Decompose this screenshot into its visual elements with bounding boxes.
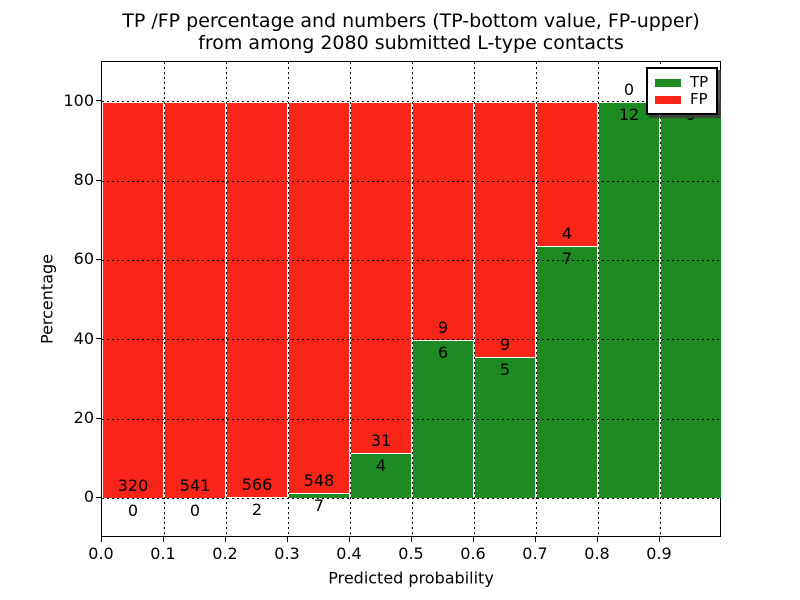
x-tick-mark bbox=[658, 537, 660, 542]
bar-segment-fp bbox=[102, 101, 164, 499]
fp-count-label: 320 bbox=[117, 476, 149, 496]
x-tick-mark bbox=[162, 537, 164, 542]
gridline-horizontal bbox=[102, 259, 720, 261]
y-tick-mark bbox=[96, 338, 101, 340]
x-tick-label: 0.7 bbox=[522, 544, 548, 563]
x-tick-mark bbox=[286, 537, 288, 542]
bar-segment-tp bbox=[474, 356, 536, 499]
gridline-vertical bbox=[473, 62, 475, 536]
tp-count-label: 2 bbox=[251, 499, 263, 519]
fp-count-label: 566 bbox=[241, 474, 273, 494]
gridline-vertical bbox=[659, 62, 661, 536]
x-tick-label: 0.6 bbox=[460, 544, 486, 563]
y-tick-label: 100 bbox=[63, 90, 94, 110]
bar-segment-fp bbox=[164, 101, 226, 499]
gridline-vertical bbox=[225, 62, 227, 536]
x-tick-label: 0.3 bbox=[274, 544, 300, 563]
bar-segment-fp bbox=[288, 101, 350, 494]
bar-segment-fp bbox=[226, 101, 288, 497]
gridline-vertical bbox=[349, 62, 351, 536]
x-tick-mark bbox=[348, 537, 350, 542]
fp-count-label: 31 bbox=[370, 430, 392, 450]
tp-count-label: 5 bbox=[499, 359, 511, 379]
x-tick-label: 0.2 bbox=[212, 544, 238, 563]
tp-count-label: 0 bbox=[189, 501, 201, 521]
tp-count-label: 7 bbox=[313, 496, 325, 516]
tp-count-label: 4 bbox=[375, 455, 387, 475]
fp-count-label: 548 bbox=[303, 471, 335, 491]
y-tick-mark bbox=[96, 179, 101, 181]
y-tick-mark bbox=[96, 100, 101, 102]
fp-swatch-icon bbox=[655, 95, 681, 104]
bar-segment-tp bbox=[536, 245, 598, 499]
x-tick-mark bbox=[596, 537, 598, 542]
y-tick-label: 40 bbox=[73, 328, 94, 348]
x-tick-label: 0.9 bbox=[646, 544, 672, 563]
gridline-horizontal bbox=[102, 418, 720, 420]
legend-label-fp: FP bbox=[690, 90, 708, 108]
legend-item-tp: TP bbox=[655, 74, 709, 91]
y-tick-mark bbox=[96, 258, 101, 260]
x-tick-mark bbox=[410, 537, 412, 542]
gridline-vertical bbox=[535, 62, 537, 536]
y-tick-label: 60 bbox=[73, 249, 94, 269]
fp-count-label: 9 bbox=[437, 317, 449, 337]
gridline-vertical bbox=[163, 62, 165, 536]
gridline-horizontal bbox=[102, 497, 720, 499]
gridline-vertical bbox=[597, 62, 599, 536]
tp-swatch-icon bbox=[655, 78, 681, 87]
tp-count-label: 0 bbox=[127, 501, 139, 521]
gridline-horizontal bbox=[102, 180, 720, 182]
tp-count-label: 6 bbox=[437, 342, 449, 362]
x-tick-label: 0.0 bbox=[88, 544, 114, 563]
chart-title: TP /FP percentage and numbers (TP-bottom… bbox=[101, 10, 721, 54]
y-tick-label: 0 bbox=[83, 487, 94, 507]
chart-title-line1: TP /FP percentage and numbers (TP-bottom… bbox=[122, 10, 700, 32]
x-tick-label: 0.5 bbox=[398, 544, 424, 563]
x-tick-mark bbox=[472, 537, 474, 542]
plot-area: 320054105662548731496954701209 bbox=[101, 61, 722, 537]
x-tick-label: 0.4 bbox=[336, 544, 362, 563]
gridline-horizontal bbox=[102, 101, 720, 103]
x-tick-mark bbox=[534, 537, 536, 542]
tp-count-label: 12 bbox=[618, 104, 640, 124]
y-tick-label: 20 bbox=[73, 408, 94, 427]
gridline-vertical bbox=[411, 62, 413, 536]
fp-count-label: 0 bbox=[623, 79, 635, 99]
gridline-horizontal bbox=[102, 339, 720, 341]
fp-count-label: 9 bbox=[499, 334, 511, 354]
y-tick-mark bbox=[96, 417, 101, 419]
legend-item-fp: FP bbox=[655, 91, 709, 108]
fp-count-label: 541 bbox=[179, 476, 211, 496]
x-axis-label: Predicted probability bbox=[328, 568, 494, 588]
bar-segment-fp bbox=[412, 101, 474, 340]
fp-count-label: 4 bbox=[561, 223, 573, 243]
x-tick-mark bbox=[224, 537, 226, 542]
chart-title-line2: from among 2080 submitted L-type contact… bbox=[198, 32, 624, 54]
y-tick-mark bbox=[96, 496, 101, 498]
x-tick-label: 0.1 bbox=[150, 544, 176, 563]
y-tick-label: 80 bbox=[73, 170, 94, 189]
bar-segment-tp bbox=[660, 101, 722, 499]
gridline-vertical bbox=[287, 62, 289, 536]
tp-count-label: 7 bbox=[561, 248, 573, 268]
bar-segment-fp bbox=[474, 101, 536, 357]
legend: TP FP bbox=[646, 67, 718, 115]
bar-segment-fp bbox=[350, 101, 412, 453]
bar-segment-tp bbox=[598, 101, 660, 499]
x-tick-label: 0.8 bbox=[584, 544, 610, 563]
legend-label-tp: TP bbox=[690, 73, 709, 91]
y-axis-label: Percentage bbox=[37, 253, 57, 345]
x-tick-mark bbox=[100, 537, 102, 542]
